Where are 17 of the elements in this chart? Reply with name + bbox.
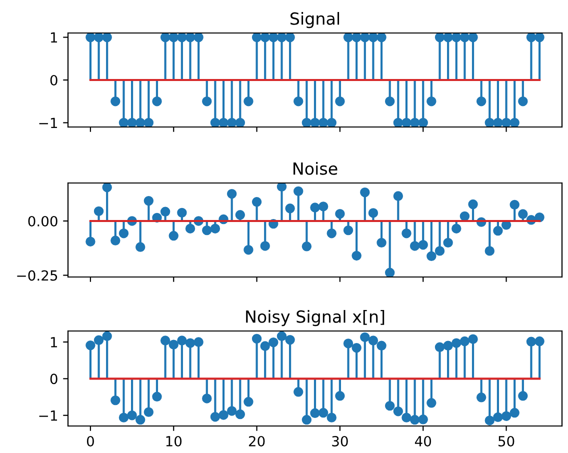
y-tick-label: −0.25 [17, 270, 58, 281]
x-tick-label: 40 [414, 436, 432, 446]
chart-title: Signal [290, 12, 340, 28]
y-tick-label: −1 [39, 410, 57, 421]
y-tick-label: 0 [50, 374, 58, 384]
y-tick-label: 0 [50, 74, 58, 86]
y-tick-label: 1 [50, 337, 57, 348]
y-tick-label: 1 [50, 32, 57, 43]
x-tick-label: 20 [248, 436, 265, 446]
chart-title: Noise [294, 162, 338, 175]
chart-title: Noisy Signal x[n] [246, 310, 384, 326]
y-tick-label: 0.00 [28, 216, 58, 226]
y-tick-label: −1 [39, 118, 57, 128]
x-tick-label: 30 [332, 436, 348, 446]
x-tick-label: 10 [166, 436, 182, 446]
x-tick-label: 0 [86, 436, 94, 446]
x-tick-label: 50 [498, 436, 514, 446]
